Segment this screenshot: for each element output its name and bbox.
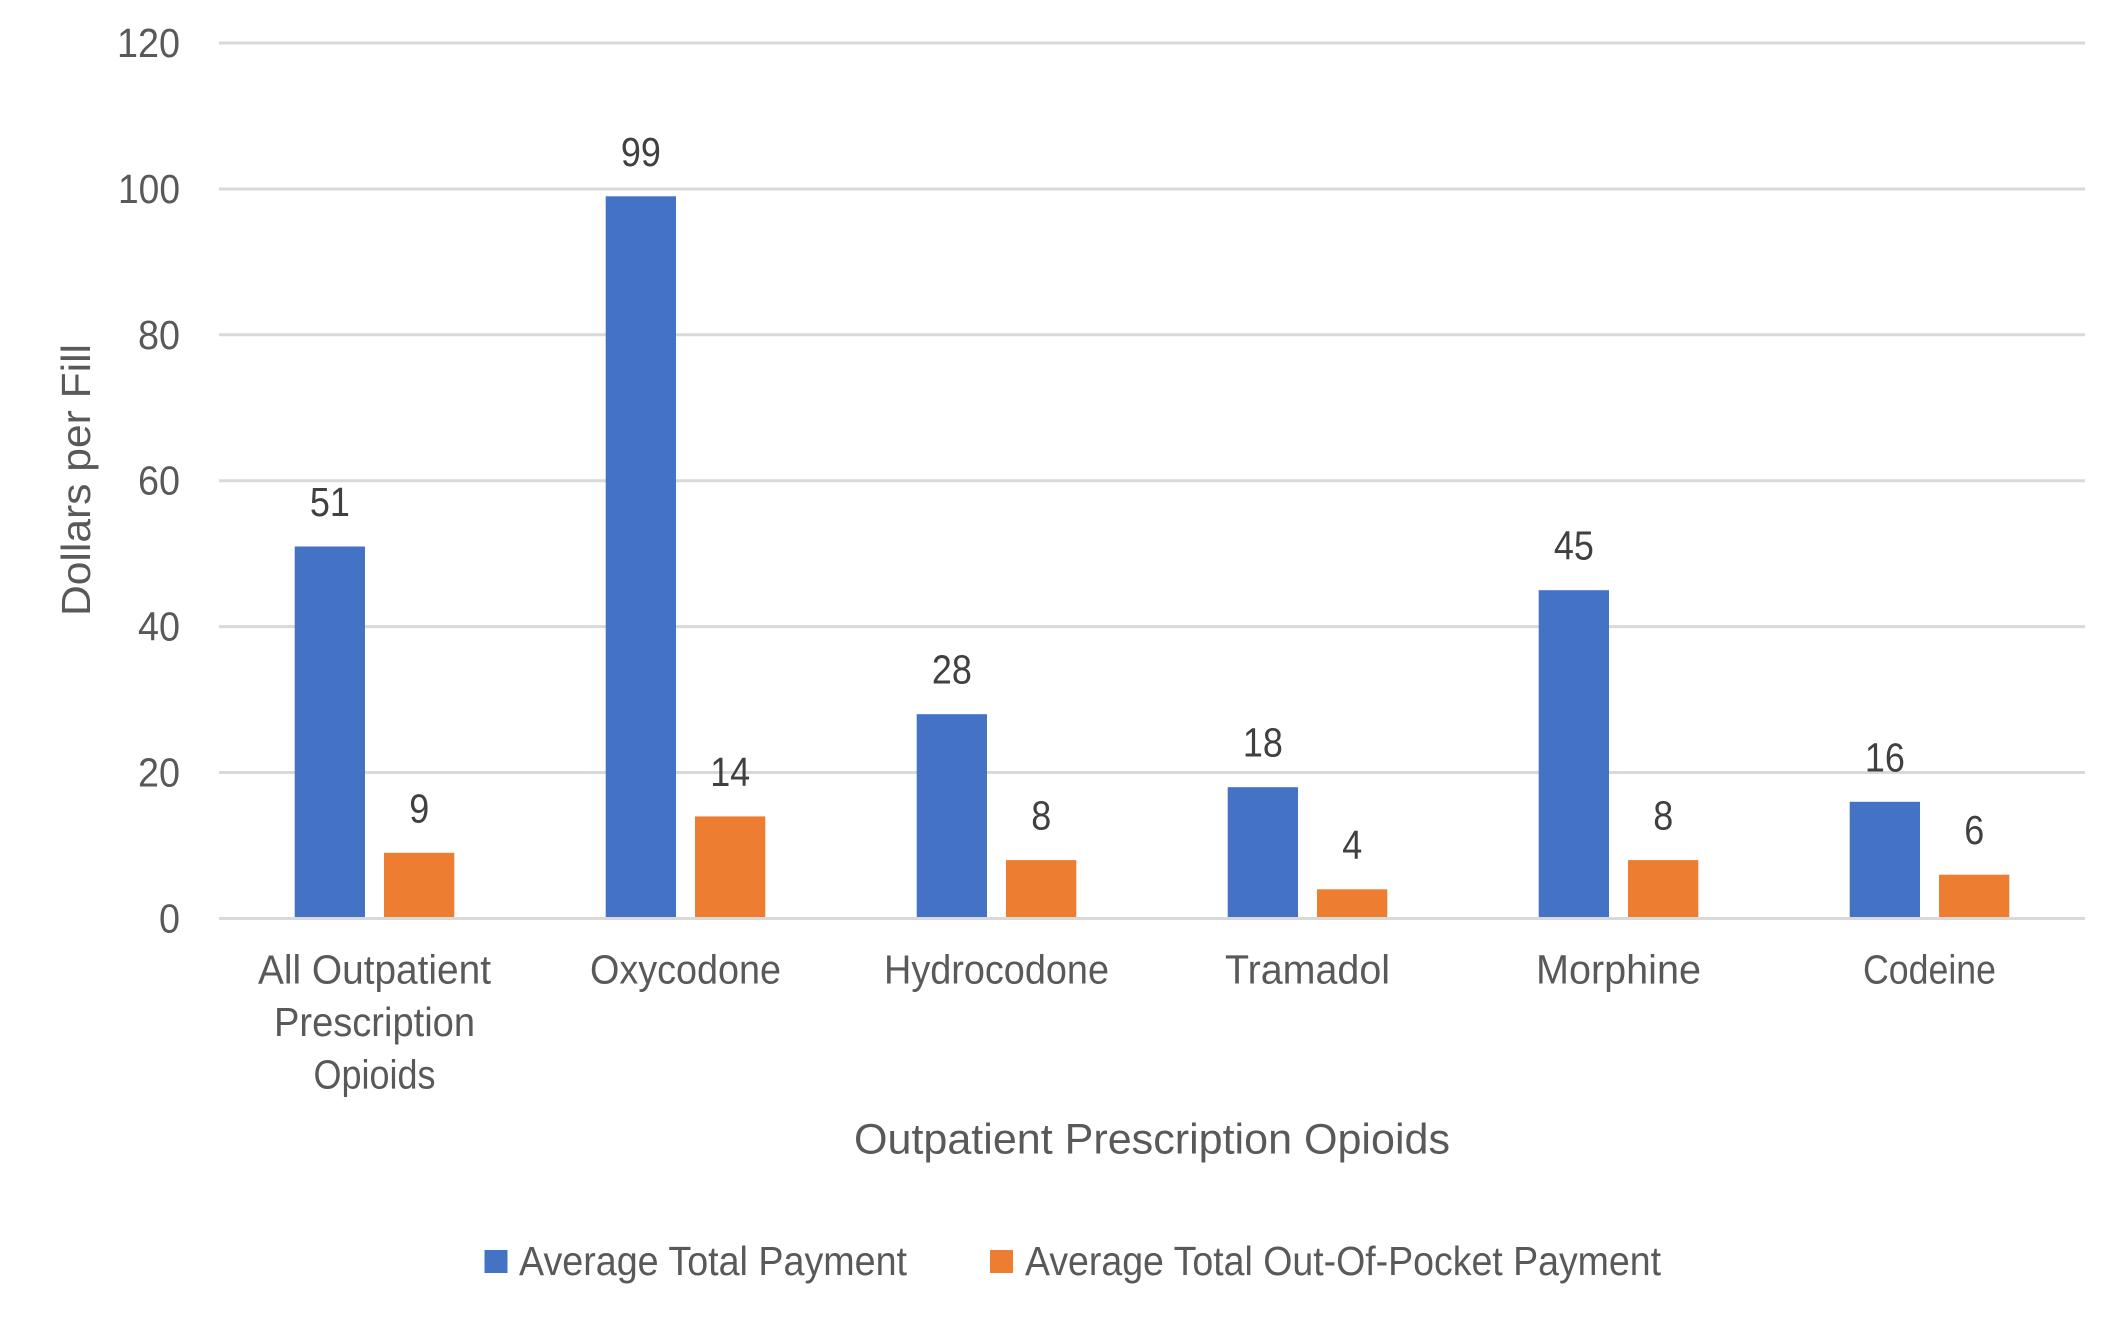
svg-text:Outpatient Prescription Opioid: Outpatient Prescription Opioids: [854, 1116, 1450, 1164]
svg-text:Oxycodone: Oxycodone: [590, 947, 781, 993]
svg-text:6: 6: [1964, 807, 1984, 853]
svg-text:Average Total Payment: Average Total Payment: [519, 1238, 908, 1284]
svg-text:16: 16: [1865, 734, 1905, 780]
svg-text:100: 100: [118, 166, 180, 212]
svg-text:40: 40: [138, 604, 180, 650]
svg-text:All Outpatient: All Outpatient: [258, 947, 492, 993]
svg-text:Morphine: Morphine: [1536, 947, 1701, 993]
svg-text:80: 80: [138, 312, 180, 358]
svg-text:45: 45: [1554, 523, 1594, 569]
svg-text:14: 14: [710, 749, 750, 795]
svg-text:120: 120: [117, 20, 180, 66]
svg-text:4: 4: [1342, 822, 1362, 868]
svg-text:20: 20: [138, 750, 180, 796]
svg-text:18: 18: [1243, 720, 1283, 766]
svg-text:8: 8: [1653, 793, 1673, 839]
svg-text:Dollars per Fill: Dollars per Fill: [53, 344, 99, 616]
svg-text:99: 99: [621, 129, 661, 175]
svg-text:Average Total Out-Of-Pocket Pa: Average Total Out-Of-Pocket Payment: [1025, 1238, 1662, 1284]
svg-text:51: 51: [310, 479, 350, 525]
svg-text:Prescription: Prescription: [274, 999, 475, 1045]
svg-text:Tramadol: Tramadol: [1225, 947, 1390, 993]
svg-text:60: 60: [138, 458, 180, 504]
svg-text:Opioids: Opioids: [314, 1052, 436, 1098]
svg-text:Codeine: Codeine: [1863, 947, 1996, 993]
svg-text:28: 28: [932, 647, 972, 693]
svg-text:Hydrocodone: Hydrocodone: [884, 947, 1109, 993]
svg-text:9: 9: [409, 785, 429, 831]
svg-text:0: 0: [159, 896, 180, 942]
svg-text:8: 8: [1031, 793, 1051, 839]
